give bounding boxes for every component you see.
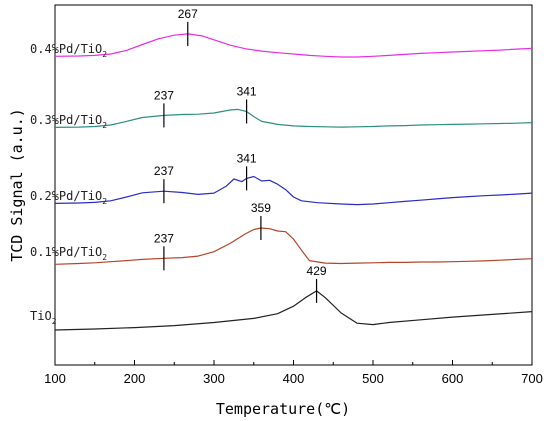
x-tick-label: 600	[442, 371, 464, 386]
y-axis-label: TCD Signal (a.u.)	[8, 108, 26, 262]
peak-label: 341	[237, 85, 257, 99]
x-tick-label: 100	[44, 371, 66, 386]
series-label: 0.2%Pd/TiO2	[30, 189, 107, 206]
peak-label: 359	[251, 201, 271, 215]
series-label-sub: 2	[102, 121, 107, 130]
x-tick-label: 200	[124, 371, 146, 386]
series-label-main: 0.4%Pd/TiO	[30, 42, 102, 56]
series-label-sub: 2	[102, 50, 107, 59]
series-line	[54, 175, 533, 206]
series-label: 0.4%Pd/TiO2	[30, 42, 107, 59]
peak-label: 237	[154, 231, 174, 245]
series-label-sub: 2	[52, 317, 57, 326]
series-line	[54, 33, 533, 58]
x-axis-label: Temperature(℃)	[216, 400, 350, 418]
series-1: 0.3%Pd/TiO2 237 341	[30, 85, 533, 130]
x-tick-label: 400	[283, 371, 305, 386]
series-line	[54, 108, 533, 128]
series-label-main: 0.2%Pd/TiO	[30, 189, 102, 203]
series-label-main: TiO	[30, 309, 52, 323]
peak-label: 429	[307, 264, 327, 278]
series-label-sub: 2	[102, 197, 107, 206]
peak-label: 267	[178, 7, 198, 21]
peak-label: 237	[154, 164, 174, 178]
peak-label: 341	[237, 151, 257, 165]
series-label-main: 0.3%Pd/TiO	[30, 113, 102, 127]
series-0: 0.4%Pd/TiO2 267	[30, 7, 533, 59]
series-4: TiO2 429	[30, 264, 533, 331]
series-line	[54, 290, 533, 331]
series-label: TiO2	[30, 309, 57, 326]
x-tick-label: 300	[203, 371, 225, 386]
x-tick-label: 700	[521, 371, 543, 386]
series-label: 0.3%Pd/TiO2	[30, 113, 107, 130]
series-line	[54, 227, 533, 265]
x-tick-label: 500	[362, 371, 384, 386]
peak-label: 237	[154, 88, 174, 102]
plot-frame	[54, 4, 533, 366]
series-2: 0.2%Pd/TiO2 237 341	[30, 151, 533, 206]
series-3: 0.1%Pd/TiO2 237 359	[30, 201, 533, 271]
x-axis: 100 200 300 400 500 600 700	[44, 360, 543, 386]
series-label-main: 0.1%Pd/TiO	[30, 245, 102, 259]
series-label: 0.1%Pd/TiO2	[30, 245, 107, 262]
series-label-sub: 2	[102, 253, 107, 262]
